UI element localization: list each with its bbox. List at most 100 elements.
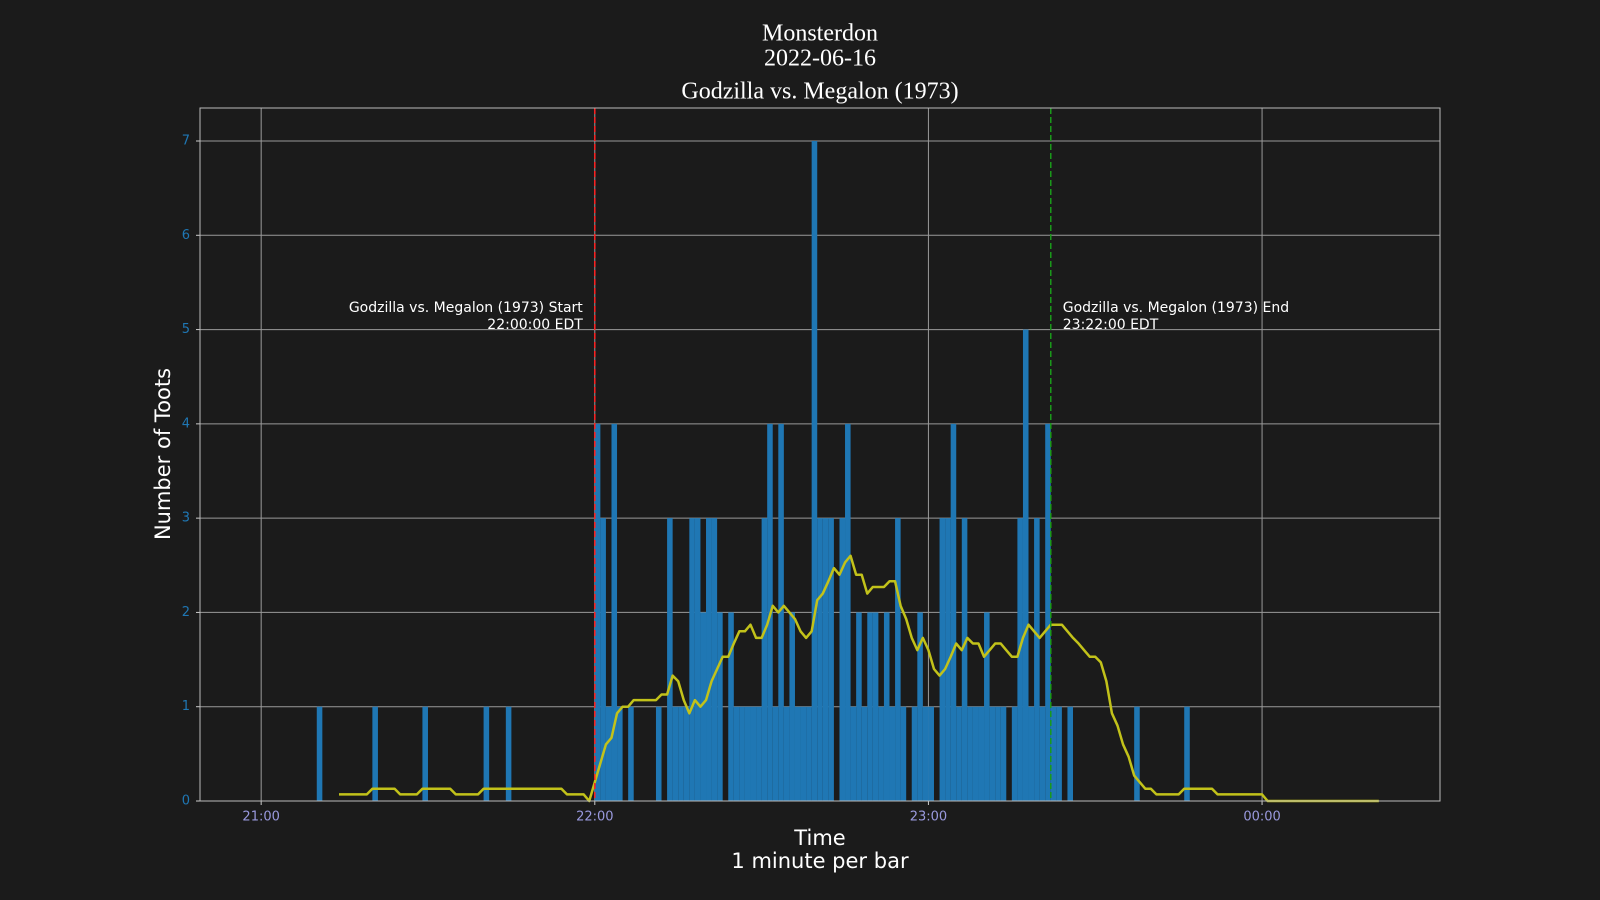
bar: [917, 612, 923, 801]
bar: [939, 518, 946, 801]
bar: [1028, 706, 1035, 801]
bar: [711, 518, 718, 801]
bar: [845, 423, 851, 801]
bar: [1000, 706, 1007, 801]
bar: [822, 518, 829, 801]
bar: [694, 518, 701, 801]
bar: [505, 706, 512, 801]
bar: [1134, 706, 1140, 801]
bar: [811, 141, 818, 801]
x-tick-label: 00:00: [1243, 810, 1280, 825]
bar: [967, 706, 973, 801]
bar: [594, 423, 601, 801]
y-tick-label: 5: [182, 322, 190, 337]
bar: [600, 518, 606, 801]
y-axis-label: Number of Toots: [151, 368, 175, 540]
bar: [655, 706, 662, 801]
bar: [789, 612, 795, 801]
bar: [1017, 518, 1023, 801]
y-tick-label: 6: [182, 228, 190, 243]
bar: [978, 706, 985, 801]
bar: [372, 706, 378, 801]
bar: [744, 706, 751, 801]
bar: [972, 706, 979, 801]
y-tick-label: 3: [182, 511, 190, 526]
bar: [883, 612, 890, 801]
bar: [778, 423, 784, 801]
bar: [667, 518, 673, 801]
annotation: Godzilla vs. Megalon (1973) Start: [349, 300, 583, 316]
bar: [945, 518, 951, 801]
bar: [928, 706, 934, 801]
y-tick-label: 2: [182, 605, 190, 620]
bar: [1184, 706, 1190, 801]
bar: [689, 518, 695, 801]
bar: [783, 706, 790, 801]
x-tick-label: 22:00: [576, 810, 613, 825]
bar: [1034, 518, 1040, 801]
bar: [922, 706, 929, 801]
y-tick-label: 0: [182, 794, 190, 809]
bar: [605, 706, 612, 801]
bar: [1050, 706, 1057, 801]
bar: [1056, 706, 1062, 801]
annotation: Godzilla vs. Megalon (1973) End: [1063, 300, 1289, 316]
bar: [761, 518, 768, 801]
bar: [316, 706, 323, 801]
bar: [839, 518, 846, 801]
bar: [911, 706, 918, 801]
bar: [950, 423, 957, 801]
bar: [1067, 706, 1074, 801]
chart-subtitle: Godzilla vs. Megalon (1973): [681, 79, 958, 105]
bar: [817, 518, 823, 801]
bar: [717, 612, 723, 801]
bar: [422, 706, 428, 801]
chart-title: Monsterdon: [762, 21, 878, 47]
x-tick-label: 23:00: [910, 810, 947, 825]
plot-frame: [199, 107, 1441, 802]
bar: [800, 706, 807, 801]
y-tick-label: 7: [182, 134, 190, 149]
bar: [850, 706, 857, 801]
bar: [683, 706, 690, 801]
bar: [700, 612, 707, 801]
bar: [672, 706, 679, 801]
x-axis-label: 1 minute per bar: [731, 849, 909, 873]
x-axis-label: Time: [793, 826, 845, 850]
bar: [995, 706, 1001, 801]
bar: [756, 706, 762, 801]
bar: [728, 612, 734, 801]
bar: [878, 706, 884, 801]
bar: [1022, 329, 1029, 801]
bar: [617, 706, 623, 801]
bar: [872, 612, 879, 801]
bar: [628, 706, 634, 801]
bar: [984, 612, 990, 801]
bar: [895, 518, 901, 801]
bar: [733, 706, 740, 801]
bar: [1011, 706, 1018, 801]
bar: [1045, 423, 1051, 801]
bar: [750, 706, 757, 801]
chart-subtitle: 2022-06-16: [764, 46, 876, 72]
bar: [989, 706, 996, 801]
bar: [856, 612, 862, 801]
bar: [739, 706, 745, 801]
bar: [611, 423, 618, 801]
bar: [867, 612, 873, 801]
bar: [794, 706, 801, 801]
bar: [806, 706, 812, 801]
annotation: 22:00:00 EDT: [487, 317, 583, 333]
bar: [706, 518, 712, 801]
bar: [900, 706, 907, 801]
x-tick-label: 21:00: [242, 810, 279, 825]
annotation: 23:22:00 EDT: [1063, 317, 1159, 333]
bar: [889, 706, 896, 801]
rolling-line: [339, 554, 1379, 803]
bar: [828, 518, 834, 801]
bar: [861, 706, 868, 801]
y-tick-label: 1: [182, 699, 190, 714]
bar: [956, 706, 962, 801]
y-tick-label: 4: [182, 416, 190, 431]
bar: [678, 706, 684, 801]
